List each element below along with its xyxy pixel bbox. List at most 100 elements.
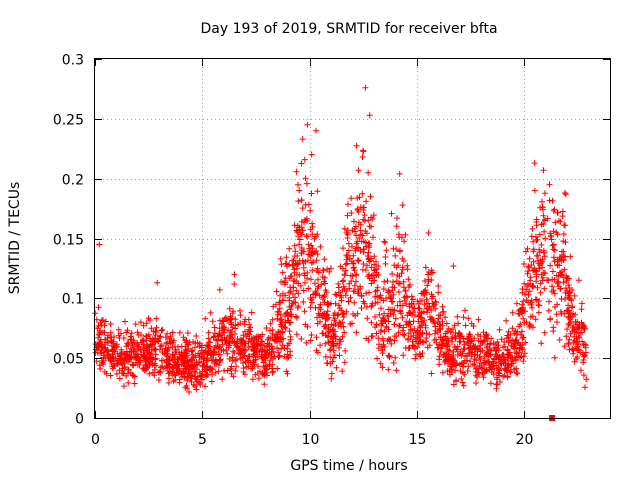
data-point xyxy=(307,304,314,311)
data-point xyxy=(311,235,318,242)
data-point xyxy=(212,369,219,376)
data-point xyxy=(308,190,315,197)
data-point xyxy=(332,300,339,307)
data-point xyxy=(428,307,435,314)
data-point xyxy=(337,338,344,345)
data-point xyxy=(134,343,141,350)
data-point xyxy=(549,242,556,249)
data-point xyxy=(230,348,237,355)
data-point xyxy=(132,321,139,328)
data-point xyxy=(457,331,463,338)
data-point xyxy=(571,358,578,365)
data-point xyxy=(199,363,206,370)
data-point xyxy=(364,262,370,269)
data-point xyxy=(549,283,555,290)
data-point xyxy=(539,264,546,271)
data-point xyxy=(444,335,451,342)
data-point xyxy=(156,335,163,341)
data-point xyxy=(193,386,200,393)
data-point xyxy=(536,249,543,256)
data-point xyxy=(542,235,549,242)
data-point xyxy=(511,330,518,337)
data-point xyxy=(535,309,542,316)
data-point xyxy=(417,350,423,357)
data-point xyxy=(449,334,456,341)
data-point xyxy=(309,223,316,230)
data-point xyxy=(144,344,150,351)
data-point xyxy=(509,325,516,332)
data-point xyxy=(261,351,268,358)
data-point xyxy=(501,372,508,379)
data-point xyxy=(118,370,125,377)
data-point xyxy=(435,312,442,319)
data-point xyxy=(155,338,162,345)
data-point xyxy=(579,338,586,345)
data-point xyxy=(357,227,364,234)
data-point xyxy=(122,355,129,362)
data-point xyxy=(547,262,554,269)
data-point xyxy=(547,230,554,237)
data-point xyxy=(260,357,267,364)
data-point xyxy=(291,294,298,301)
data-point xyxy=(537,289,544,296)
data-point xyxy=(322,287,329,294)
data-point xyxy=(143,332,150,339)
data-point xyxy=(300,248,307,255)
data-point xyxy=(405,345,412,352)
data-point xyxy=(116,375,123,382)
data-point xyxy=(131,380,138,387)
data-point xyxy=(102,318,109,325)
data-point xyxy=(441,359,448,365)
data-point xyxy=(578,300,585,307)
data-point xyxy=(537,280,544,287)
data-point xyxy=(222,314,229,321)
axis-ticks: 0 0.05 0.1 0.15 0.2 0.25 0.3 0 5 10 15 20 xyxy=(53,53,610,448)
data-point xyxy=(357,285,364,292)
data-point xyxy=(373,321,380,328)
data-point xyxy=(426,342,433,349)
data-point xyxy=(365,273,371,280)
data-point xyxy=(135,332,142,338)
data-point xyxy=(460,382,467,389)
data-point xyxy=(314,231,321,238)
data-point xyxy=(526,288,533,295)
data-point xyxy=(102,345,109,352)
data-point xyxy=(192,369,199,376)
data-point xyxy=(359,266,366,273)
data-point xyxy=(450,381,457,388)
data-point xyxy=(341,329,348,336)
data-point xyxy=(339,368,346,375)
data-point xyxy=(327,354,334,361)
data-point xyxy=(353,278,359,285)
data-point xyxy=(101,352,108,359)
data-point xyxy=(202,383,209,390)
data-point xyxy=(290,277,297,284)
data-point xyxy=(401,238,408,245)
data-point xyxy=(341,272,348,279)
data-point xyxy=(298,335,305,342)
data-point xyxy=(360,298,367,305)
data-point xyxy=(184,341,191,348)
data-point xyxy=(465,315,472,322)
data-point xyxy=(375,263,382,269)
data-point xyxy=(435,289,442,296)
data-point xyxy=(390,245,397,252)
data-point xyxy=(398,270,405,277)
data-point xyxy=(139,336,146,343)
data-point xyxy=(341,359,348,366)
data-point xyxy=(341,225,348,232)
data-point xyxy=(137,319,144,326)
data-point xyxy=(160,365,167,372)
data-point xyxy=(314,314,320,321)
data-point xyxy=(140,344,146,350)
data-point xyxy=(308,276,314,283)
data-point xyxy=(551,206,558,213)
data-point xyxy=(315,276,321,283)
data-point xyxy=(255,363,262,370)
data-point xyxy=(421,301,428,308)
data-point xyxy=(290,284,297,291)
data-point xyxy=(360,261,367,267)
data-point xyxy=(410,309,417,315)
data-point xyxy=(560,274,567,281)
